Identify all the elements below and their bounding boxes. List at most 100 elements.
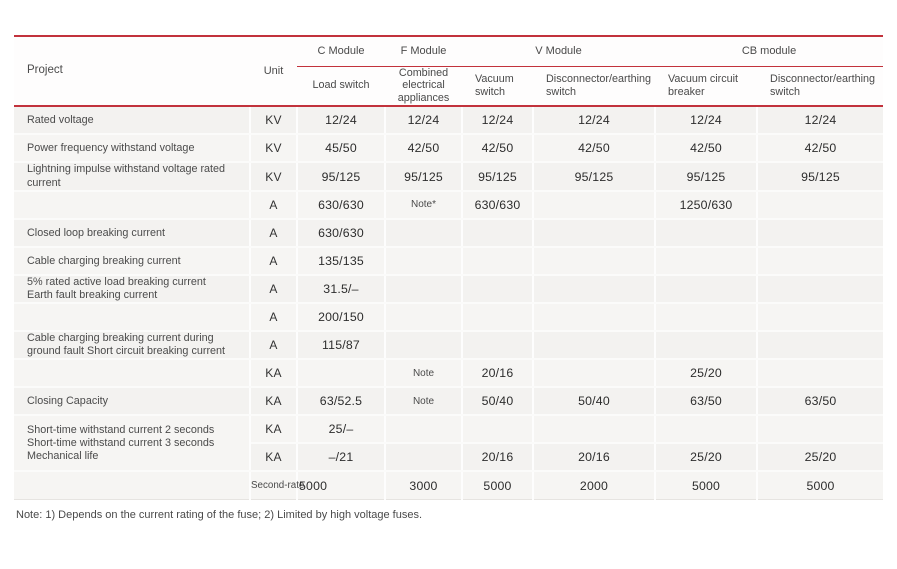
project-cell: Cable charging breaking current during g…	[14, 331, 251, 361]
value-cell	[385, 331, 463, 361]
value-cell: 42/50	[533, 134, 657, 164]
value-cell: 63/50	[757, 387, 884, 417]
value-cell: 42/50	[655, 134, 759, 164]
value-cell: 12/24	[385, 106, 463, 136]
value-cell: –/21	[297, 443, 386, 473]
project-cell	[14, 190, 251, 220]
value-cell	[385, 303, 463, 333]
value-cell: 95/125	[297, 162, 386, 192]
group-header-v-module: V Module	[462, 35, 656, 67]
unit-cell: KA	[250, 443, 298, 473]
value-cell: 31.5/–	[297, 274, 386, 305]
column-header-combined-electrical-appliances: Combined electrical appliances	[385, 66, 462, 108]
value-cell	[385, 415, 463, 445]
project-label: Closing Capacity	[27, 395, 109, 408]
value-cell: 630/630	[297, 190, 386, 220]
value-cell: 115/87	[297, 331, 386, 361]
table-row: Second-rate 5000 3000 5000 2000 5000 5000	[14, 471, 884, 500]
header-sub-row: Load switch Combined electrical applianc…	[14, 66, 884, 108]
value-cell: Note	[385, 359, 463, 389]
unit-cell: A	[250, 246, 298, 276]
value-cell	[655, 331, 759, 361]
value-cell: 95/125	[533, 162, 657, 192]
group-header-c-module: C Module	[297, 35, 385, 67]
group-header-f-module: F Module	[385, 35, 462, 67]
value-cell: 630/630	[462, 190, 534, 220]
value-cell: 12/24	[462, 106, 534, 136]
spec-table-container: Project Unit C Module F Module V Module …	[14, 34, 884, 521]
value-cell: 135/135	[297, 246, 386, 276]
project-cell: 5% rated active load breaking current Ea…	[14, 274, 251, 305]
column-header-vacuum-switch: Vacuum switch	[462, 66, 533, 108]
value-cell	[462, 415, 534, 445]
value-cell	[757, 274, 884, 305]
value-cell: 12/24	[533, 106, 657, 136]
value-cell	[757, 415, 884, 445]
column-header-project: Project	[14, 34, 250, 108]
value-cell: 95/125	[462, 162, 534, 192]
value-cell: 95/125	[757, 162, 884, 192]
value-cell	[385, 274, 463, 305]
unit-cell: KA	[250, 387, 298, 417]
project-cell: Cable charging breaking current	[14, 246, 251, 276]
value-cell: 25/20	[655, 359, 759, 389]
value-cell: 5000	[757, 471, 884, 500]
value-cell	[655, 415, 759, 445]
value-cell	[533, 274, 657, 305]
project-cell: Closing Capacity	[14, 387, 251, 417]
column-header-load-switch: Load switch	[297, 66, 385, 108]
unit-cell: A	[250, 274, 298, 305]
unit-cell: A	[250, 331, 298, 361]
value-cell	[655, 303, 759, 333]
value-cell	[297, 359, 386, 389]
project-cell: Lightning impulse withstand voltage rate…	[14, 162, 251, 192]
unit-cell: Second-rate	[250, 471, 304, 500]
project-cell	[14, 303, 251, 333]
value-cell: 12/24	[297, 106, 386, 136]
project-cell	[14, 471, 251, 500]
value-cell: 63/52.5	[297, 387, 386, 417]
unit-cell: KA	[250, 359, 298, 389]
value-cell	[655, 218, 759, 248]
project-label: 5% rated active load breaking current Ea…	[27, 275, 206, 301]
value-cell	[385, 246, 463, 276]
unit-cell: KA	[250, 415, 298, 445]
spec-table: Project Unit C Module F Module V Module …	[14, 34, 884, 500]
value-cell	[757, 303, 884, 333]
project-label: Rated voltage	[27, 114, 94, 127]
value-cell	[533, 359, 657, 389]
value-cell	[757, 246, 884, 276]
value-cell	[533, 415, 657, 445]
table-row: Closed loop breaking current A 630/630	[14, 218, 884, 248]
value-cell: 25/20	[655, 443, 759, 473]
value-cell: 45/50	[297, 134, 386, 164]
project-label: Lightning impulse withstand voltage rate…	[27, 163, 226, 189]
value-cell: 3000	[385, 471, 463, 500]
value-cell	[533, 218, 657, 248]
table-row: Closing Capacity KA 63/52.5 Note 50/40 50/40 6…	[14, 387, 884, 417]
column-header-cb-disconnector-earthing-switch: Disconnector/earthing switch	[757, 66, 884, 108]
column-header-v-disconnector-earthing-switch: Disconnector/earthing switch	[533, 66, 656, 108]
project-label: Power frequency withstand voltage	[27, 142, 195, 155]
table-row: Lightning impulse withstand voltage rate…	[14, 162, 884, 192]
value-cell	[757, 359, 884, 389]
header-group-row: Project Unit C Module F Module V Module …	[14, 34, 884, 108]
value-cell	[462, 246, 534, 276]
value-cell: 630/630	[297, 218, 386, 248]
value-cell	[757, 331, 884, 361]
value-cell: 50/40	[533, 387, 657, 417]
value-cell: 63/50	[655, 387, 759, 417]
value-cell: 50/40	[462, 387, 534, 417]
value-cell	[462, 218, 534, 248]
value-cell: 12/24	[757, 106, 884, 136]
value-cell: 20/16	[462, 443, 534, 473]
value-cell	[655, 274, 759, 305]
value-cell: 1250/630	[655, 190, 759, 220]
project-label: Closed loop breaking current	[27, 226, 166, 239]
value-cell	[655, 246, 759, 276]
project-cell	[14, 359, 251, 389]
column-header-unit: Unit	[250, 34, 297, 108]
value-cell	[462, 331, 534, 361]
table-row: 5% rated active load breaking current Ea…	[14, 274, 884, 305]
unit-cell: A	[250, 190, 298, 220]
